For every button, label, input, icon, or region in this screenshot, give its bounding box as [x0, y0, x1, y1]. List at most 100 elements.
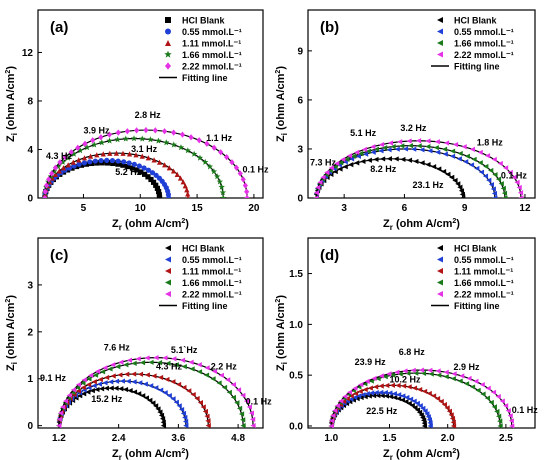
data-point: [204, 413, 210, 419]
data-point: [188, 134, 194, 141]
data-point: [203, 372, 210, 378]
frequency-annotation: 9.1 Hz: [40, 373, 67, 383]
y-tick-label: 8: [27, 96, 33, 107]
data-point: [386, 147, 392, 153]
data-point: [99, 369, 106, 375]
data-point: [81, 377, 87, 383]
data-point: [320, 174, 326, 180]
data-point: [414, 400, 420, 406]
data-point: [178, 406, 185, 413]
data-point: [155, 137, 162, 144]
legend-marker: [437, 40, 443, 46]
legend-marker: [437, 28, 443, 35]
data-point: [91, 379, 97, 385]
data-point: [371, 375, 377, 382]
data-point: [328, 165, 334, 171]
data-point: [449, 148, 456, 154]
data-point: [127, 388, 133, 394]
data-point: [75, 382, 82, 388]
legend-label: 2.22 mmol.L⁻¹: [182, 290, 242, 300]
data-point: [382, 145, 388, 151]
data-point: [143, 395, 149, 401]
frequency-annotation: 2.2 Hz: [211, 361, 238, 371]
data-point: [511, 174, 517, 180]
data-point: [107, 366, 113, 372]
y-tick-label: 2: [27, 327, 33, 338]
legend-marker: [165, 268, 171, 274]
data-point: [328, 423, 334, 428]
data-point: [250, 416, 256, 422]
plot-frame: [307, 237, 536, 429]
data-point: [420, 370, 427, 376]
legend-label: HCl Blank: [454, 16, 498, 26]
panel-label: (b): [320, 19, 339, 36]
data-point: [390, 143, 396, 150]
data-point: [413, 158, 419, 165]
data-point: [56, 416, 62, 422]
y-axis-label: Zi (ohm A/cm2): [5, 295, 19, 371]
data-point: [495, 176, 502, 182]
data-point: [238, 411, 245, 417]
frequency-annotation: 5.1`Hz: [171, 345, 198, 355]
data-point: [469, 146, 476, 152]
data-point: [221, 384, 228, 391]
data-point: [70, 159, 76, 165]
data-point: [102, 365, 108, 371]
data-point: [430, 164, 437, 170]
data-point: [64, 154, 72, 161]
data-point: [369, 390, 375, 396]
data-point: [356, 393, 362, 399]
data-point: [189, 366, 195, 372]
data-point: [115, 158, 121, 164]
data-point: [370, 144, 376, 150]
data-point: [152, 127, 158, 134]
data-point: [436, 166, 442, 172]
data-point: [421, 423, 428, 428]
data-point: [229, 159, 235, 166]
data-point: [394, 369, 400, 375]
data-point: [170, 168, 177, 174]
data-point: [486, 177, 492, 183]
data-point: [43, 182, 50, 189]
data-point: [144, 372, 150, 378]
data-point: [149, 170, 156, 176]
legend-label: 1.66 mmol.L⁻¹: [454, 39, 514, 49]
data-point: [338, 160, 344, 166]
data-point: [66, 392, 72, 398]
data-point: [60, 165, 67, 171]
data-point: [411, 385, 418, 391]
data-point: [382, 374, 388, 380]
plot-area: [41, 126, 250, 198]
data-point: [97, 376, 103, 383]
data-point: [346, 389, 353, 395]
data-point: [188, 359, 194, 365]
data-point: [354, 160, 360, 166]
data-point: [425, 143, 431, 150]
data-point: [364, 391, 370, 397]
data-point: [82, 140, 88, 147]
data-point: [147, 397, 153, 403]
data-point: [174, 171, 180, 177]
data-point: [92, 372, 99, 378]
frequency-annotation: 5.1 Hz: [350, 128, 377, 138]
data-point: [340, 156, 346, 163]
data-point: [394, 146, 400, 152]
data-point: [503, 403, 509, 409]
x-tick-label: 5: [81, 203, 87, 214]
plot-area: [328, 367, 515, 428]
data-point: [461, 144, 467, 150]
data-point: [387, 390, 393, 396]
data-point: [518, 195, 524, 198]
data-point: [135, 356, 141, 362]
data-point: [427, 367, 433, 373]
y-tick-label: 1.0: [289, 320, 303, 331]
data-point: [85, 381, 92, 388]
data-point: [242, 182, 248, 189]
frequency-annotation: 1.1 Hz: [206, 133, 233, 143]
frequency-annotation: 4.3 Hz: [46, 151, 73, 161]
data-point: [205, 418, 211, 424]
data-point: [49, 170, 55, 177]
data-point: [341, 398, 347, 405]
data-point: [477, 149, 483, 155]
data-point: [367, 385, 373, 391]
